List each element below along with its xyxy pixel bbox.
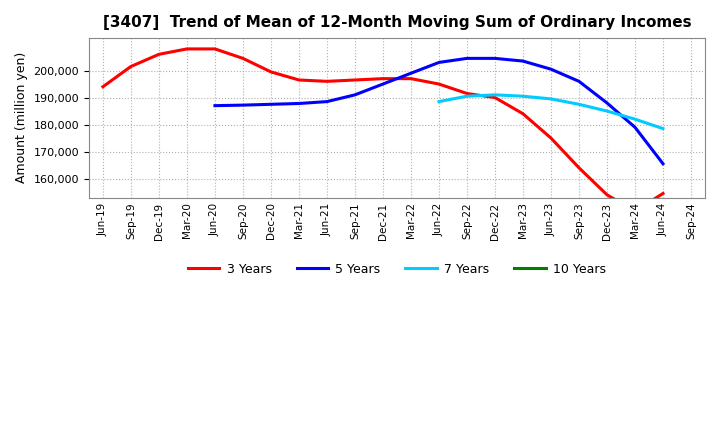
Legend: 3 Years, 5 Years, 7 Years, 10 Years: 3 Years, 5 Years, 7 Years, 10 Years: [183, 257, 611, 281]
Title: [3407]  Trend of Mean of 12-Month Moving Sum of Ordinary Incomes: [3407] Trend of Mean of 12-Month Moving …: [103, 15, 691, 30]
Y-axis label: Amount (million yen): Amount (million yen): [15, 52, 28, 183]
